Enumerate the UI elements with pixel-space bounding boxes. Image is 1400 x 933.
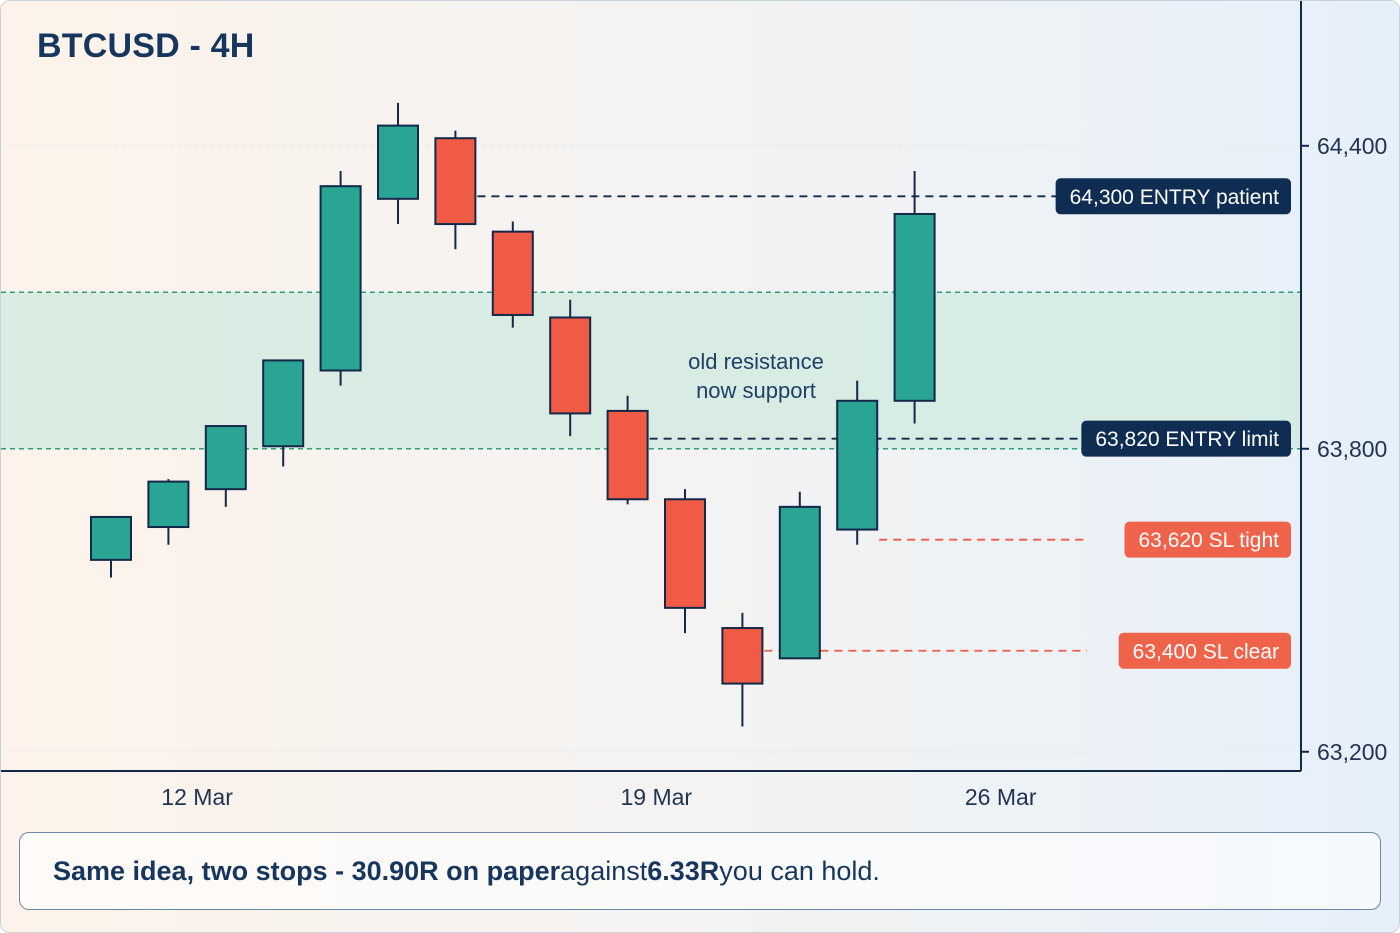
candle-body	[319, 185, 362, 372]
candle-body	[606, 409, 649, 501]
candle-body	[90, 515, 132, 561]
candles	[90, 102, 936, 727]
candle-body	[377, 124, 419, 200]
bull-candle	[147, 479, 190, 545]
candle-body	[204, 425, 247, 491]
stop-level-label: 63,400 SL clear	[1118, 632, 1291, 669]
bull-candle	[836, 380, 879, 545]
bull-candle	[893, 171, 936, 424]
y-tick-label: 63,200	[1317, 739, 1387, 765]
y-tick-label: 64,400	[1317, 133, 1387, 159]
bear-candle	[549, 299, 592, 437]
bull-candle	[90, 515, 132, 578]
level-label-text: 63,400 SL clear	[1133, 640, 1279, 663]
caption-box: Same idea, two stops - 30.90R on paper a…	[19, 832, 1381, 910]
candle-body	[549, 316, 592, 415]
candle-body	[778, 505, 821, 660]
caption-plain-part: against	[560, 855, 648, 886]
zone-label-line2: now support	[696, 378, 816, 403]
x-tick-label: 12 Mar	[161, 784, 233, 810]
bear-candle	[664, 489, 706, 634]
bear-candle	[606, 395, 649, 505]
bull-candle	[262, 359, 305, 467]
caption-bold-part: Same idea, two stops - 30.90R on paper	[53, 855, 561, 886]
candle-body	[664, 498, 706, 609]
axes: 64,400 63,800 63,200 12 Mar 19 Mar 26 Mar	[1, 1, 1387, 810]
bull-candle	[778, 491, 821, 660]
bear-candle	[491, 221, 534, 328]
candle-body	[893, 212, 936, 402]
candle-body	[721, 627, 764, 685]
bull-candle	[377, 102, 419, 225]
candle-body	[836, 399, 879, 531]
bull-candle	[204, 425, 247, 507]
x-tick-label: 26 Mar	[965, 784, 1037, 810]
candle-body	[147, 480, 190, 529]
candle-body	[434, 137, 477, 226]
caption-plain-end: you can hold.	[719, 855, 880, 886]
level-label-text: 64,300 ENTRY patient	[1070, 186, 1280, 209]
entry-level-label: 63,820 ENTRY limit	[1081, 420, 1291, 457]
bear-candle	[721, 612, 764, 727]
bear-candle	[434, 130, 477, 250]
y-tick-label: 63,800	[1317, 436, 1387, 462]
level-label-bg	[1081, 420, 1291, 457]
level-label-bg	[1124, 521, 1291, 558]
stop-level-label: 63,620 SL tight	[1124, 521, 1291, 558]
x-tick-label: 19 Mar	[621, 784, 693, 810]
candle-body	[491, 230, 534, 316]
candle-body	[262, 359, 305, 448]
bull-candle	[319, 171, 362, 386]
level-lines	[477, 195, 1087, 652]
chart-title: BTCUSD - 4H	[37, 27, 255, 65]
level-label-text: 63,620 SL tight	[1139, 529, 1280, 552]
zone-label-line1: old resistance	[688, 349, 824, 374]
level-labels: 64,300 ENTRY patient 63,820 ENTRY limit 63…	[1055, 178, 1291, 669]
level-label-text: 63,820 ENTRY limit	[1095, 428, 1279, 451]
level-label-bg	[1118, 632, 1291, 669]
entry-level-label: 64,300 ENTRY patient	[1055, 178, 1291, 215]
level-label-bg	[1055, 178, 1291, 215]
caption-bold-value: 6.33R	[647, 855, 720, 886]
